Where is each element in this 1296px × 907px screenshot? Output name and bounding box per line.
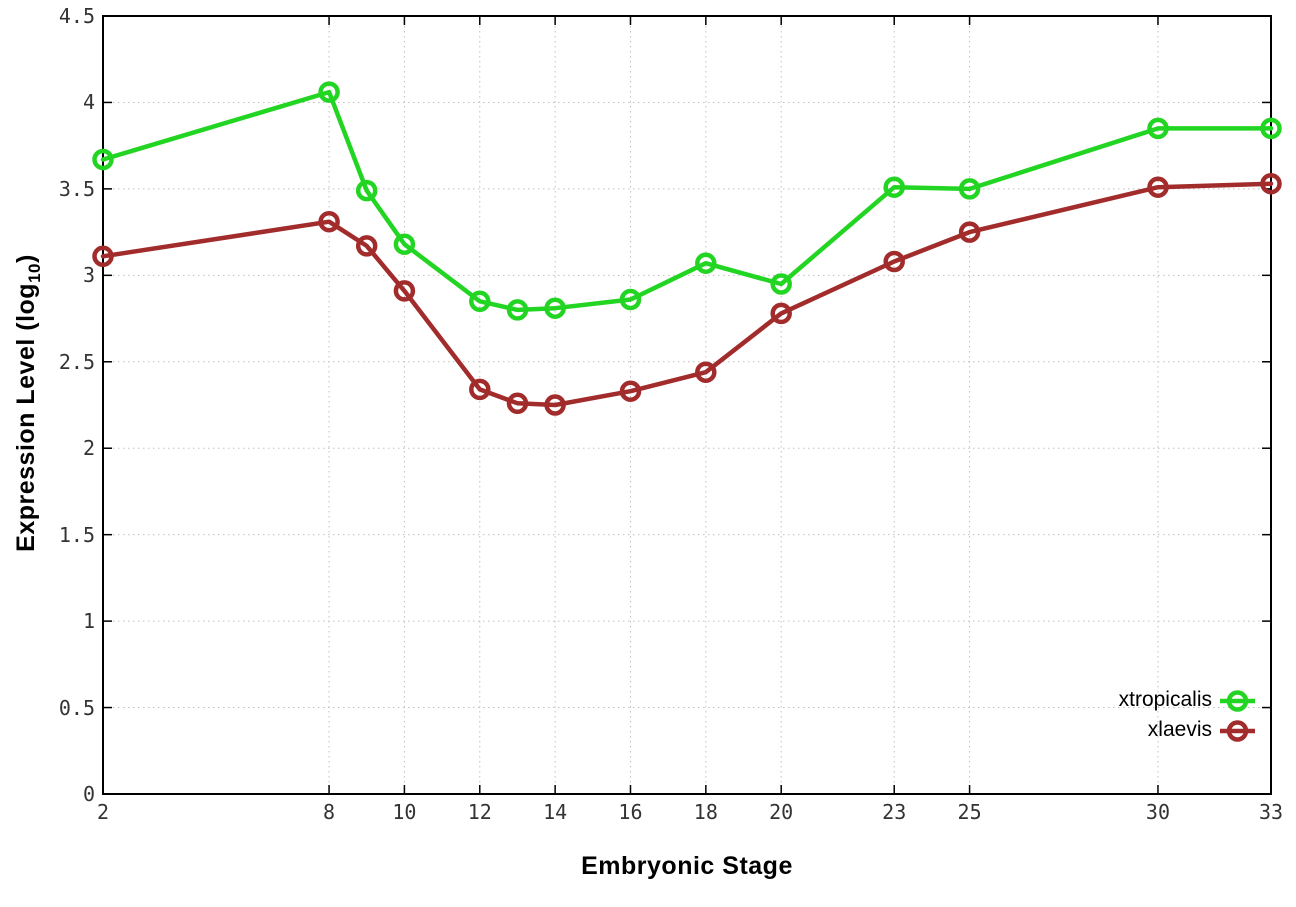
- data-point-marker-xtropicalis: [619, 288, 642, 311]
- x-tick-label: 33: [1258, 800, 1284, 824]
- data-point-marker-xlaevis: [1147, 176, 1169, 198]
- x-tick-label: 23: [882, 800, 907, 824]
- legend-marker-icon-xlaevis: [1226, 720, 1249, 742]
- data-point-marker-xtropicalis: [393, 233, 416, 255]
- x-tick-label: 16: [618, 800, 643, 824]
- y-tick-label: 2.5: [58, 349, 95, 374]
- data-point-marker-xlaevis: [318, 210, 340, 233]
- data-point-marker-xlaevis: [770, 302, 792, 325]
- y-tick-label: 3: [82, 263, 95, 288]
- data-point-marker-xlaevis: [469, 378, 491, 401]
- y-tick-label: 3.5: [58, 176, 95, 201]
- y-tick-label: 1: [82, 609, 95, 634]
- x-axis-title: Embryonic Stage: [581, 852, 793, 880]
- x-tick-label: 25: [957, 800, 982, 824]
- legend-marker-icon-xtropicalis: [1226, 690, 1249, 712]
- data-point-marker-xlaevis: [619, 380, 642, 402]
- data-point-marker-xlaevis: [958, 221, 981, 243]
- x-tick-label: 18: [693, 800, 718, 824]
- y-tick-label: 2: [82, 436, 95, 461]
- series-line-xtropicalis: [100, 89, 1274, 313]
- x-tick-label: 2: [96, 800, 110, 824]
- series-line-xlaevis: [100, 181, 1274, 408]
- data-point-marker-xtropicalis: [318, 81, 340, 103]
- y-tick-label: 0.5: [58, 695, 95, 720]
- data-point-marker-xtropicalis: [92, 148, 114, 171]
- data-point-marker-xlaevis: [506, 392, 529, 415]
- data-point-marker-xtropicalis: [355, 179, 378, 202]
- data-point-marker-xlaevis: [695, 361, 717, 383]
- x-tick-label: 12: [467, 800, 492, 824]
- y-axis-title: Expression Level (log10): [10, 143, 44, 663]
- data-point-marker-xtropicalis: [770, 273, 792, 295]
- x-tick-label: 10: [392, 800, 417, 824]
- y-tick-label: 0: [82, 782, 95, 806]
- x-tick-label: 30: [1145, 800, 1170, 824]
- x-tick-label: 14: [543, 800, 568, 824]
- data-point-marker-xtropicalis: [544, 297, 566, 319]
- plot-border: [102, 15, 1272, 795]
- x-tick-label: 20: [769, 800, 794, 824]
- data-point-marker-xtropicalis: [1147, 117, 1169, 140]
- data-point-marker-xtropicalis: [695, 252, 717, 274]
- data-point-marker-xlaevis: [355, 235, 378, 257]
- data-point-marker-xlaevis: [883, 250, 905, 273]
- y-tick-label: 1.5: [58, 522, 95, 547]
- data-point-marker-xtropicalis: [1260, 117, 1282, 140]
- data-point-marker-xlaevis: [92, 245, 114, 268]
- data-point-marker-xlaevis: [1260, 172, 1282, 195]
- data-point-marker-xtropicalis: [506, 299, 529, 321]
- x-tick-label: 8: [323, 800, 336, 824]
- y-tick-label: 4.5: [58, 4, 95, 28]
- data-point-marker-xtropicalis: [469, 290, 491, 313]
- data-point-marker-xlaevis: [393, 280, 416, 302]
- data-point-marker-xtropicalis: [958, 178, 981, 200]
- data-point-marker-xlaevis: [544, 394, 566, 416]
- data-point-marker-xtropicalis: [883, 176, 905, 198]
- y-tick-label: 4: [82, 90, 95, 115]
- y-axis-title-end: ): [12, 254, 40, 263]
- y-axis-title-main: Expression Level (log: [12, 282, 40, 552]
